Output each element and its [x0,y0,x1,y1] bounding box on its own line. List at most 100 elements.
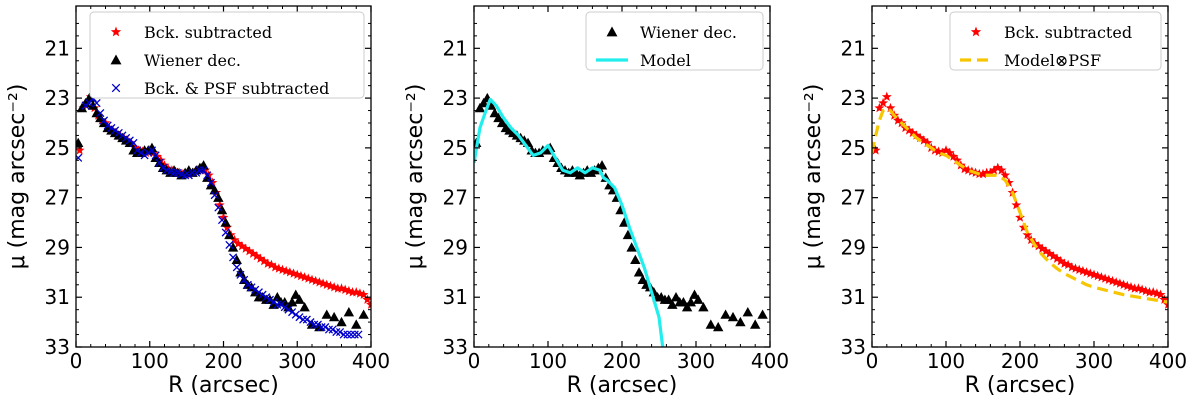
data-point [354,330,363,339]
chart-panel-right: 0 100 200 300 400 21 23 25 27 29 31 33 R (arcsec) μ (… [801,5,1187,398]
data-point [978,168,988,179]
data-point [195,166,204,175]
x-tick-label: 200 [603,349,641,373]
x-tick-label: 0 [468,349,481,373]
data-point [133,146,142,155]
data-point [630,254,641,265]
data-point [216,204,228,215]
data-point [1137,284,1148,294]
data-point [685,296,697,307]
y-tick-label: 31 [443,285,468,309]
data-point [255,253,266,263]
data-point [281,265,292,276]
data-point [351,319,362,329]
y-tick-label: 27 [443,186,468,210]
data-point [996,165,1007,175]
data-point [302,315,311,324]
data-point [985,167,996,177]
data-point [981,167,992,177]
data-point [366,299,371,309]
data-point [1114,278,1125,288]
data-point [259,255,270,266]
data-point [199,166,208,175]
data-point [1126,282,1136,292]
data-point [1085,268,1096,278]
legend-box [585,11,764,71]
data-point [181,171,190,180]
data-point [1111,277,1122,287]
data-point [144,148,153,157]
data-point [757,309,768,319]
data-point [284,267,295,277]
legend: Bck. subtracted Wiener dec. Bck. & PSF sub… [89,11,365,99]
data-point [270,262,281,272]
data-point [240,243,251,253]
data-point [273,300,282,309]
data-point [874,102,885,113]
data-point [251,250,262,261]
data-point [277,264,288,275]
data-point [292,269,303,280]
data-point [159,160,170,170]
data-point [750,319,761,329]
data-point [698,301,709,312]
data-point [224,229,235,240]
data-point [140,151,149,160]
data-point [107,123,116,133]
data-point [336,316,347,327]
legend-marker [970,26,982,37]
data-point [727,311,739,322]
data-point [1055,255,1066,266]
data-point [324,325,334,334]
data-point [321,309,332,319]
data-point [907,127,918,138]
data-point [358,309,369,319]
data-point [329,282,340,292]
data-point [478,97,489,108]
data-point [248,248,258,258]
legend-marker [110,26,122,37]
y-axis: 21 23 25 27 29 31 33 [443,22,770,359]
data-point [328,311,340,322]
data-point [76,145,85,155]
y-axis-label: μ (mag arcsec⁻²) [403,84,428,270]
data-point [1148,287,1159,297]
data-point [1081,267,1092,277]
data-point [96,108,105,118]
data-point [1070,263,1081,273]
data-point [332,328,341,337]
data-point [155,155,166,165]
y-axis-label: μ (mag arcsec⁻²) [801,84,826,270]
data-point [325,280,336,291]
data-point [343,306,355,317]
x-tick-label: 400 [352,349,390,373]
data-point [266,259,277,270]
series-0 [872,91,1168,309]
data-point [217,215,227,225]
data-point [284,305,293,314]
data-point [231,254,242,265]
data-point [155,158,164,167]
data-point [918,135,929,145]
data-point [948,151,959,161]
y-tick-label: 29 [443,235,468,259]
data-point [892,115,903,125]
data-point [351,287,362,297]
data-point [87,100,99,110]
legend: Wiener dec. Model [585,11,764,71]
y-tick-label: 33 [443,335,468,359]
data-point [273,263,284,273]
data-point [114,128,123,138]
data-point [111,126,120,135]
data-point [258,290,267,299]
data-point [291,310,300,319]
y-tick-label: 21 [841,36,866,60]
x-tick-label: 400 [751,349,789,373]
data-point [1011,199,1022,210]
y-tick-label: 25 [443,136,468,160]
data-point [295,313,304,322]
x-axis: 0 100 200 300 400 [866,6,1187,373]
x-tick-label: 300 [1075,349,1113,373]
data-point [221,228,230,237]
data-point [170,168,179,177]
